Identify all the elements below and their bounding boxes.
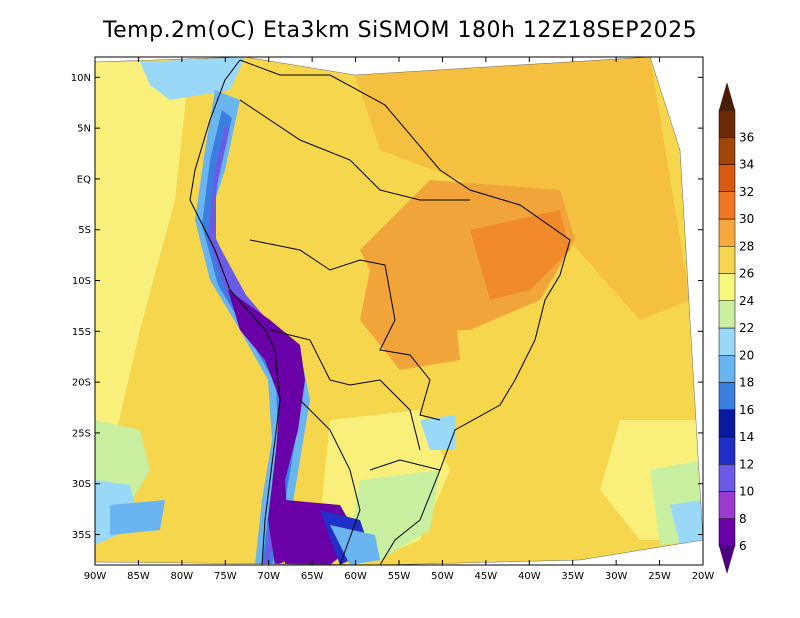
lon-tick-label: 65W <box>301 571 324 582</box>
lon-tick-label: 90W <box>84 571 107 582</box>
colorbar-bin <box>718 409 736 438</box>
colorbar-label: 10 <box>739 485 754 499</box>
lat-tick-label: 5S <box>78 225 91 236</box>
colorbar-bin <box>718 273 736 301</box>
colorbar-bin <box>718 137 736 165</box>
colorbar-label: 30 <box>739 212 754 226</box>
colorbar-bin <box>718 355 736 383</box>
colorbar-label: 26 <box>739 267 754 281</box>
colorbar-bin <box>718 436 736 465</box>
colorbar-label: 12 <box>739 457 754 471</box>
lon-tick-label: 60W <box>344 571 367 582</box>
lat-tick-label: 20S <box>72 378 91 389</box>
colorbar-bin <box>718 491 736 519</box>
colorbar-bin <box>718 518 736 547</box>
lon-tick-label: 75W <box>214 571 237 582</box>
lon-tick-label: 35W <box>561 571 584 582</box>
colorbar-bin <box>718 246 736 274</box>
lat-tick-label: 30S <box>72 479 91 490</box>
colorbar-label: 8 <box>739 512 747 526</box>
colorbar-bin <box>718 300 736 329</box>
lat-tick-label: EQ <box>77 174 91 185</box>
lon-tick-label: 70W <box>257 571 280 582</box>
colorbar-label: 18 <box>739 376 754 390</box>
lat-tick-label: 10S <box>72 276 91 287</box>
colorbar-label: 6 <box>739 539 747 553</box>
lat-tick-label: 25S <box>72 428 91 439</box>
map-title: Temp.2m(oC) Eta3km SiSMOM 180h 12Z18SEP2… <box>102 18 698 43</box>
colorbar-bin <box>718 164 736 192</box>
colorbar-bin <box>718 191 736 220</box>
colorbar-bin <box>718 382 736 410</box>
latitude-ticks: 10N 5N EQ 5S 10S 15S 20S 25S 30S 35S <box>71 73 703 541</box>
lon-tick-label: 55W <box>388 571 411 582</box>
longitude-ticks: 90W 85W 80W 75W 70W 65W 60W 55W 50W 45W 40W 35W 30W 2… <box>84 57 715 582</box>
colorbar-label: 34 <box>739 158 754 172</box>
colorbar-label: 16 <box>739 403 754 417</box>
colorbar-bin <box>718 109 736 138</box>
colorbar-label: 24 <box>739 294 754 308</box>
lon-tick-label: 20W <box>692 571 715 582</box>
colorbar-label: 14 <box>739 430 754 444</box>
colorbar-bin <box>718 218 736 247</box>
lon-tick-label: 50W <box>431 571 454 582</box>
lon-tick-label: 25W <box>648 571 671 582</box>
colorbar-under-triangle <box>719 546 735 574</box>
colorbar-label: 36 <box>739 130 754 144</box>
lat-tick-label: 35S <box>72 530 91 541</box>
colorbar-label: 32 <box>739 185 754 199</box>
temperature-field <box>95 57 703 565</box>
lat-tick-label: 15S <box>72 327 91 338</box>
lon-tick-label: 30W <box>605 571 628 582</box>
colorbar-bin <box>718 464 736 492</box>
lon-tick-label: 45W <box>475 571 498 582</box>
lat-tick-label: 5N <box>77 124 91 135</box>
colorbar-bin <box>718 327 736 356</box>
colorbar: 36 34 32 30 28 26 24 22 20 18 16 14 12 10 8 6 <box>718 82 754 574</box>
coastlines-borders <box>189 59 571 566</box>
lon-tick-label: 85W <box>127 571 150 582</box>
model-domain-outline <box>94 56 704 566</box>
colorbar-label: 22 <box>739 321 754 335</box>
colorbar-over-triangle <box>719 82 735 110</box>
lon-tick-label: 40W <box>518 571 541 582</box>
lon-tick-label: 80W <box>171 571 194 582</box>
colorbar-label: 28 <box>739 239 754 253</box>
colorbar-label: 20 <box>739 348 754 362</box>
lat-tick-label: 10N <box>71 73 91 84</box>
